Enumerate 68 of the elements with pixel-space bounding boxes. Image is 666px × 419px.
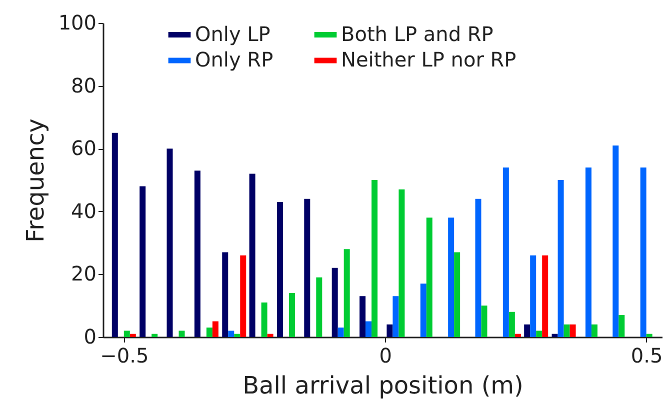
bar bbox=[508, 312, 515, 337]
bar bbox=[392, 296, 399, 337]
bar bbox=[386, 324, 393, 337]
bar bbox=[398, 189, 405, 337]
x-tick-label: 0 bbox=[379, 344, 392, 368]
y-tick-label: 20 bbox=[71, 262, 96, 286]
y-tick-label: 40 bbox=[71, 198, 96, 223]
bar bbox=[552, 334, 558, 337]
bar bbox=[316, 277, 322, 337]
bar bbox=[124, 330, 130, 337]
bar bbox=[640, 167, 646, 337]
bar bbox=[332, 268, 338, 337]
bar bbox=[524, 324, 530, 337]
bar bbox=[448, 218, 454, 337]
bar bbox=[240, 255, 246, 337]
bar bbox=[570, 324, 576, 337]
bar bbox=[585, 167, 592, 337]
bar bbox=[166, 148, 173, 337]
x-axis-title: Ball arrival position (m) bbox=[242, 372, 524, 400]
bar bbox=[481, 306, 488, 337]
bar bbox=[536, 330, 542, 337]
bar bbox=[206, 328, 212, 337]
bar bbox=[612, 145, 619, 337]
bar bbox=[249, 174, 256, 337]
y-tick-label: 0 bbox=[84, 324, 96, 348]
bar bbox=[372, 180, 378, 337]
bar bbox=[228, 330, 234, 337]
bar bbox=[304, 198, 310, 337]
bar bbox=[530, 255, 536, 337]
bar bbox=[475, 198, 482, 337]
bar bbox=[360, 296, 366, 337]
bar bbox=[646, 334, 652, 337]
legend-label: Only RP bbox=[195, 48, 274, 72]
x-tick-label: −0.5 bbox=[100, 344, 149, 368]
bar bbox=[234, 334, 240, 337]
bar bbox=[564, 324, 570, 337]
legend-label: Both LP and RP bbox=[341, 22, 494, 46]
y-tick-label: 100 bbox=[58, 10, 96, 34]
bar bbox=[591, 324, 598, 337]
bar bbox=[288, 293, 295, 337]
bar bbox=[344, 249, 350, 337]
bar bbox=[261, 302, 268, 337]
bar bbox=[112, 132, 118, 337]
bar bbox=[618, 315, 625, 337]
bar bbox=[178, 330, 185, 337]
bar bbox=[502, 167, 509, 337]
legend-label: Neither LP nor RP bbox=[341, 48, 516, 72]
bar bbox=[267, 334, 274, 337]
bar bbox=[420, 284, 426, 337]
bar bbox=[542, 255, 548, 337]
x-tick-label: 0.5 bbox=[630, 344, 663, 368]
bar bbox=[426, 218, 432, 337]
bar bbox=[558, 180, 564, 337]
bar bbox=[338, 328, 344, 337]
bar bbox=[514, 334, 521, 337]
bar bbox=[366, 321, 372, 337]
bar bbox=[140, 186, 146, 337]
y-tick-label: 60 bbox=[71, 136, 96, 160]
bar bbox=[276, 202, 283, 337]
bar bbox=[130, 334, 136, 337]
y-tick-label: 80 bbox=[71, 73, 96, 98]
bar bbox=[454, 252, 460, 337]
bar bbox=[222, 252, 228, 337]
y-axis-title: Frequency bbox=[21, 118, 50, 242]
legend-label: Only LP bbox=[195, 22, 270, 46]
bar bbox=[212, 321, 218, 337]
bar bbox=[194, 170, 200, 337]
bar bbox=[152, 334, 158, 337]
